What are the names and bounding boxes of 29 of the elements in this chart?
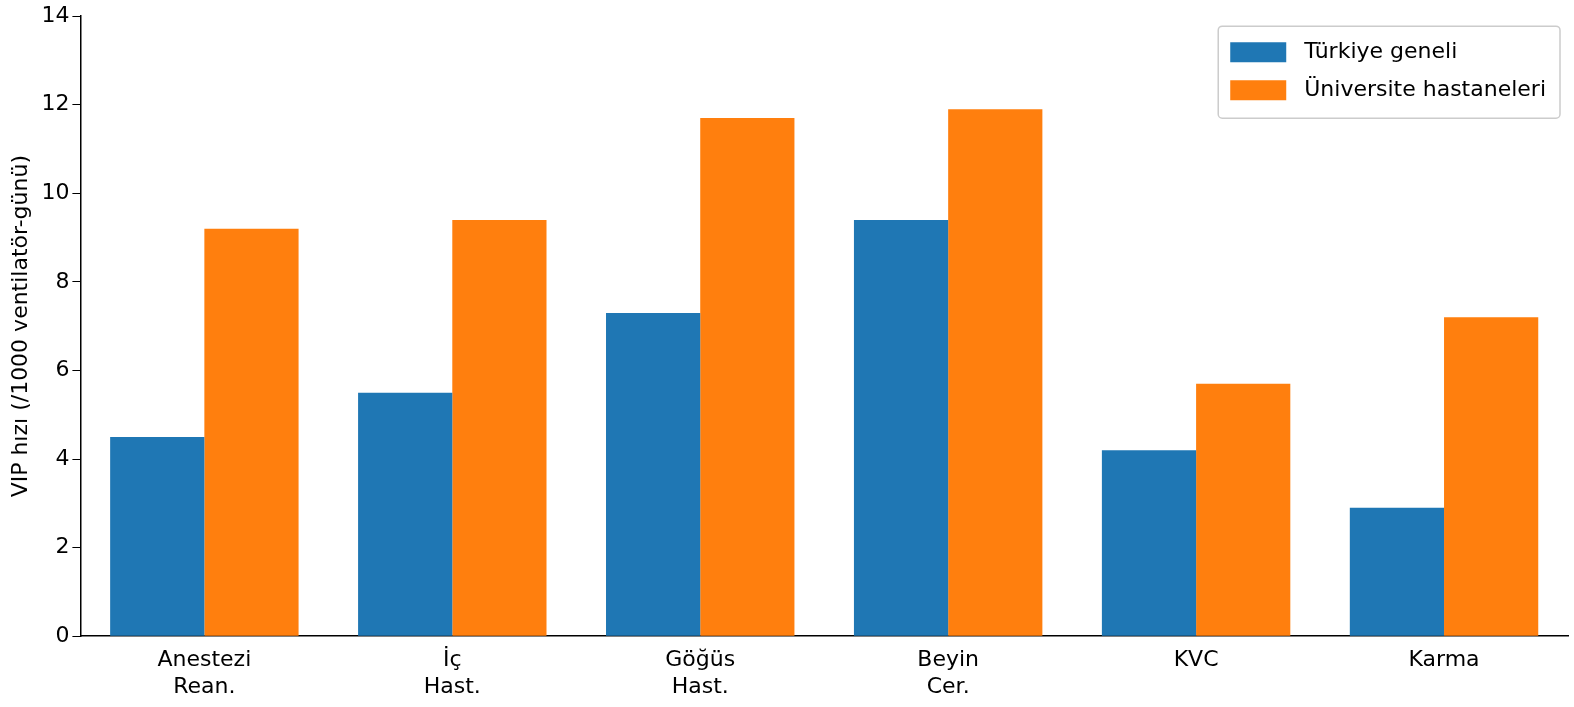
y-tick-label: 6 <box>55 356 70 382</box>
bar <box>358 392 453 636</box>
bar <box>1101 450 1197 636</box>
y-tick-label: 2 <box>55 533 70 559</box>
x-tick-label: Anestezi Rean. <box>157 646 252 698</box>
legend-label: Üniversite hastaneleri <box>1304 75 1546 101</box>
legend-label: Türkiye geneli <box>1303 37 1458 63</box>
y-tick-label: 8 <box>55 267 70 293</box>
y-tick-label: 10 <box>41 179 70 205</box>
y-tick-label: 12 <box>41 90 70 116</box>
bar <box>948 109 1043 636</box>
x-tick-label: Beyin Cer. <box>917 646 980 698</box>
bar <box>1196 383 1291 636</box>
bar <box>853 219 949 636</box>
x-tick-label: İç Hast. <box>423 646 481 698</box>
bar <box>204 228 299 636</box>
y-axis-title: VIP hızı (/1000 ventilatör-günü) <box>6 155 32 498</box>
x-tick-label: Göğüs Hast. <box>665 646 736 698</box>
bar <box>1349 507 1445 636</box>
bar <box>700 118 795 636</box>
bar <box>606 312 701 636</box>
y-tick-label: 4 <box>55 444 70 470</box>
y-tick-label: 0 <box>55 621 70 647</box>
y-tick-label: 14 <box>41 1 70 27</box>
bar <box>452 219 547 636</box>
x-tick-label: Karma <box>1408 646 1480 672</box>
bar <box>110 436 205 636</box>
x-tick-label: KVC <box>1173 646 1219 672</box>
bar <box>1444 317 1539 636</box>
